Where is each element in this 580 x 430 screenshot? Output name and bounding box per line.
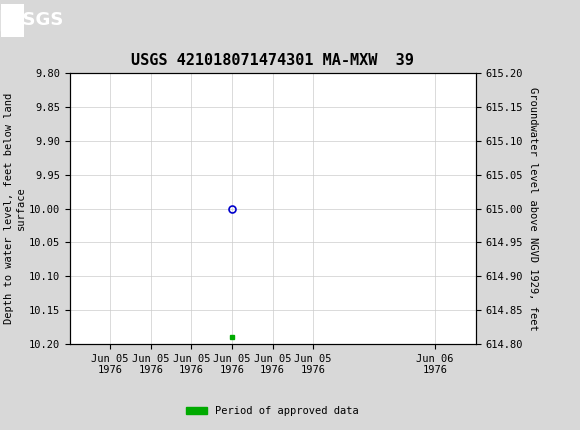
Title: USGS 421018071474301 MA-MXW  39: USGS 421018071474301 MA-MXW 39 [131, 53, 414, 68]
Y-axis label: Groundwater level above NGVD 1929, feet: Groundwater level above NGVD 1929, feet [528, 87, 538, 330]
FancyBboxPatch shape [1, 4, 24, 37]
Text: █: █ [1, 10, 12, 31]
Y-axis label: Depth to water level, feet below land
surface: Depth to water level, feet below land su… [4, 93, 26, 324]
Text: USGS: USGS [9, 12, 64, 29]
Legend: Period of approved data: Period of approved data [182, 402, 363, 421]
